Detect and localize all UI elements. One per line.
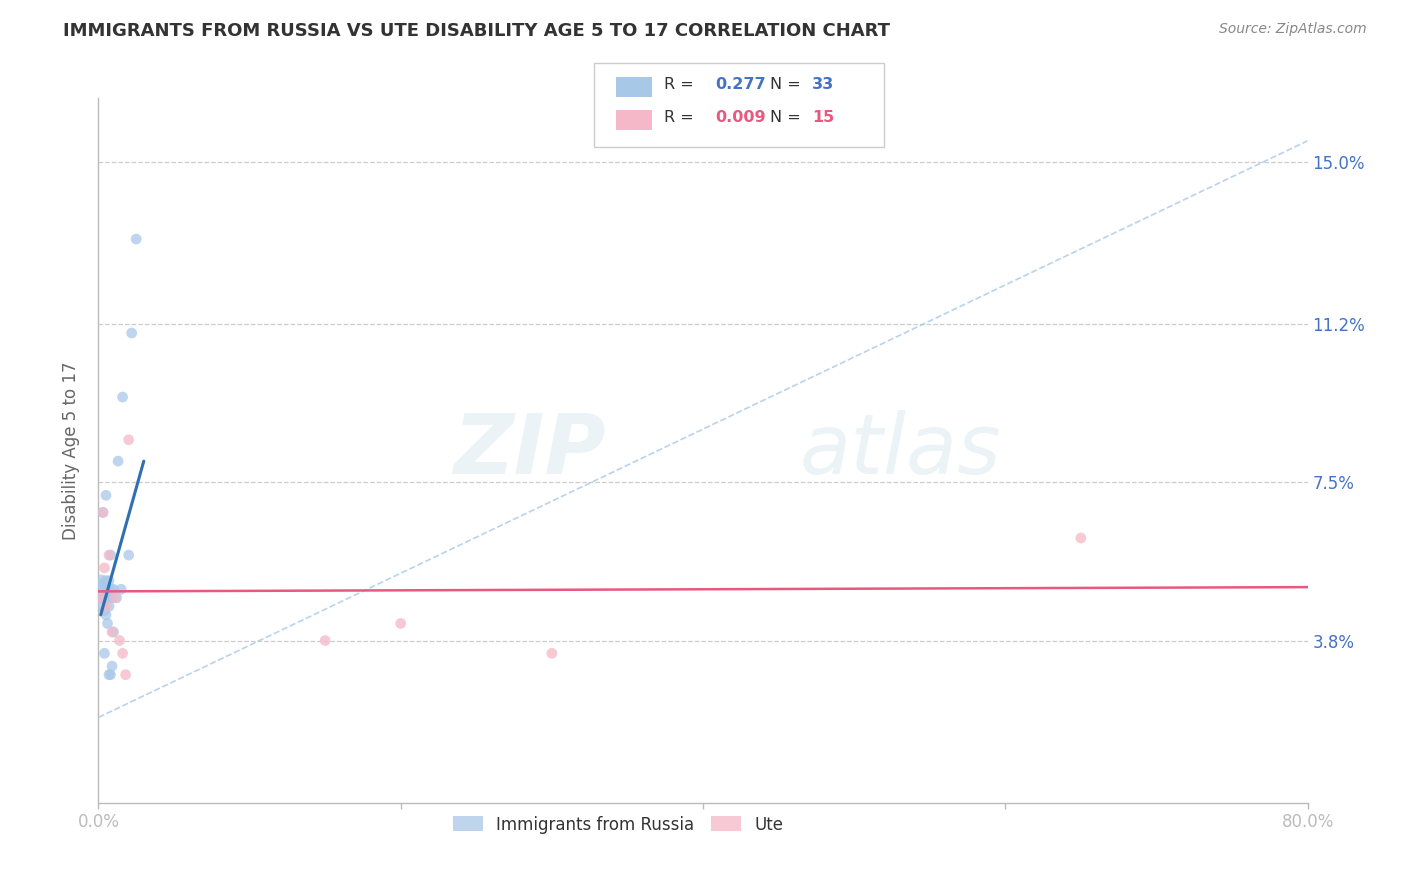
Y-axis label: Disability Age 5 to 17: Disability Age 5 to 17 — [62, 361, 80, 540]
Point — [98, 667, 121, 681]
Point — [314, 633, 336, 648]
Point — [98, 548, 121, 562]
Point — [107, 454, 129, 468]
Point — [94, 488, 117, 502]
Point — [540, 646, 562, 660]
Text: 33: 33 — [811, 77, 834, 92]
Text: IMMIGRANTS FROM RUSSIA VS UTE DISABILITY AGE 5 TO 17 CORRELATION CHART: IMMIGRANTS FROM RUSSIA VS UTE DISABILITY… — [63, 22, 890, 40]
Point — [89, 591, 111, 605]
Text: atlas: atlas — [800, 410, 1001, 491]
Point — [94, 574, 117, 588]
Point — [118, 433, 141, 447]
Point — [98, 574, 121, 588]
Point — [91, 505, 114, 519]
Point — [103, 624, 125, 639]
Point — [111, 390, 134, 404]
Point — [93, 604, 115, 618]
Point — [98, 599, 121, 614]
Text: 15: 15 — [811, 111, 834, 126]
Point — [94, 599, 117, 614]
Point — [104, 591, 127, 605]
Point — [91, 505, 114, 519]
Point — [96, 591, 118, 605]
Legend: Immigrants from Russia, Ute: Immigrants from Russia, Ute — [447, 809, 790, 840]
Point — [93, 646, 115, 660]
Point — [94, 607, 117, 622]
Point — [105, 591, 128, 605]
Text: N =: N = — [769, 111, 806, 126]
Text: ZIP: ZIP — [454, 410, 606, 491]
Point — [114, 667, 136, 681]
Point — [110, 582, 132, 597]
Point — [111, 646, 134, 660]
Point — [121, 326, 143, 340]
Point — [101, 659, 124, 673]
Text: N =: N = — [769, 77, 806, 92]
Point — [91, 599, 114, 614]
Point — [118, 548, 141, 562]
Text: 0.009: 0.009 — [716, 111, 766, 126]
Point — [96, 582, 118, 597]
Point — [1070, 531, 1092, 545]
Point — [125, 232, 148, 246]
Point — [108, 633, 131, 648]
Point — [100, 582, 122, 597]
FancyBboxPatch shape — [616, 77, 652, 96]
Point — [89, 582, 111, 597]
Point — [94, 591, 117, 605]
Text: 0.277: 0.277 — [716, 77, 766, 92]
Point — [91, 591, 114, 605]
Text: R =: R = — [664, 111, 699, 126]
Text: R =: R = — [664, 77, 699, 92]
Point — [96, 616, 118, 631]
Point — [90, 591, 112, 605]
Point — [101, 591, 124, 605]
Text: Source: ZipAtlas.com: Source: ZipAtlas.com — [1219, 22, 1367, 37]
FancyBboxPatch shape — [595, 62, 884, 147]
Point — [93, 582, 115, 597]
FancyBboxPatch shape — [616, 110, 652, 130]
Point — [389, 616, 412, 631]
Point — [90, 574, 112, 588]
Point — [100, 548, 122, 562]
Point — [93, 561, 115, 575]
Point — [100, 667, 122, 681]
Point — [103, 582, 125, 597]
Point — [101, 624, 124, 639]
